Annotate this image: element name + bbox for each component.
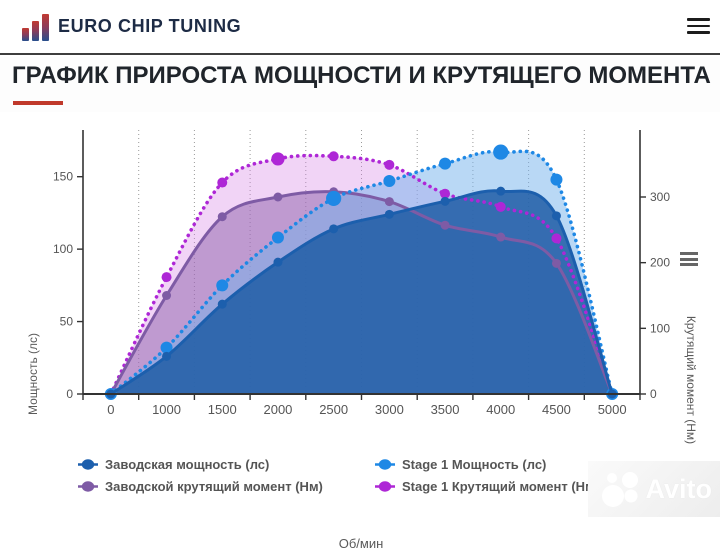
- legend-marker-icon: [78, 458, 98, 470]
- y-axis-label-left: Мощность (лс): [26, 332, 40, 416]
- svg-text:100: 100: [650, 321, 670, 335]
- svg-text:100: 100: [53, 242, 73, 256]
- svg-text:300: 300: [650, 190, 670, 204]
- svg-text:5000: 5000: [598, 402, 627, 417]
- legend-marker-icon: [375, 458, 395, 470]
- svg-text:2000: 2000: [263, 402, 292, 417]
- svg-text:0: 0: [66, 387, 73, 401]
- svg-text:2500: 2500: [319, 402, 348, 417]
- svg-text:1000: 1000: [152, 402, 181, 417]
- page-title: ГРАФИК ПРИРОСТА МОЩНОСТИ И КРУТЯЩЕГО МОМ…: [12, 62, 711, 89]
- legend-item[interactable]: Stage 1 Крутящий момент (Нм): [375, 478, 599, 494]
- legend-marker-icon: [375, 480, 395, 492]
- svg-text:150: 150: [53, 170, 73, 184]
- legend-item-label: Stage 1 Крутящий момент (Нм): [402, 478, 600, 494]
- legend-item[interactable]: Stage 1 Мощность (лс): [375, 456, 599, 472]
- svg-text:1500: 1500: [208, 402, 237, 417]
- chart-container: 0 50 100 150 0 100 200 300 0 1000 1500 2000 2500 3000…: [0, 112, 720, 551]
- svg-text:3500: 3500: [431, 402, 460, 417]
- legend-item-label: Заводская мощность (лс): [105, 456, 270, 472]
- legend-item[interactable]: Заводская мощность (лс): [78, 456, 375, 472]
- svg-text:4500: 4500: [542, 402, 571, 417]
- avito-logo-icon: [601, 472, 638, 507]
- legend-item-label: Заводской крутящий момент (Нм): [105, 478, 323, 494]
- avito-watermark-text: Avito: [645, 473, 713, 504]
- svg-text:0: 0: [650, 387, 657, 401]
- hamburger-menu-icon[interactable]: [687, 18, 710, 34]
- svg-text:3000: 3000: [375, 402, 404, 417]
- chart-legend: Заводская мощность (лс) Stage 1 Мощность …: [78, 456, 599, 494]
- x-axis-label: Об/мин: [338, 536, 384, 551]
- brand-logo-icon: [22, 13, 49, 41]
- site-header: EURO CHIP TUNING: [0, 0, 720, 55]
- title-accent-bar: [13, 101, 63, 105]
- chart-export-menu-icon[interactable]: [680, 252, 698, 266]
- brand-name: EURO CHIP TUNING: [58, 16, 242, 36]
- y-axis-label-right: Крутящий момент (Нм): [684, 315, 698, 445]
- title-section: ГРАФИК ПРИРОСТА МОЩНОСТИ И КРУТЯЩЕГО МОМ…: [0, 57, 720, 112]
- svg-text:4000: 4000: [486, 402, 515, 417]
- legend-item-label: Stage 1 Мощность (лс): [402, 456, 547, 472]
- svg-text:200: 200: [650, 256, 670, 270]
- svg-text:0: 0: [107, 402, 114, 417]
- avito-watermark: Avito: [588, 461, 720, 517]
- legend-item[interactable]: Заводской крутящий момент (Нм): [78, 478, 375, 494]
- svg-text:50: 50: [60, 315, 74, 329]
- legend-marker-icon: [78, 480, 98, 492]
